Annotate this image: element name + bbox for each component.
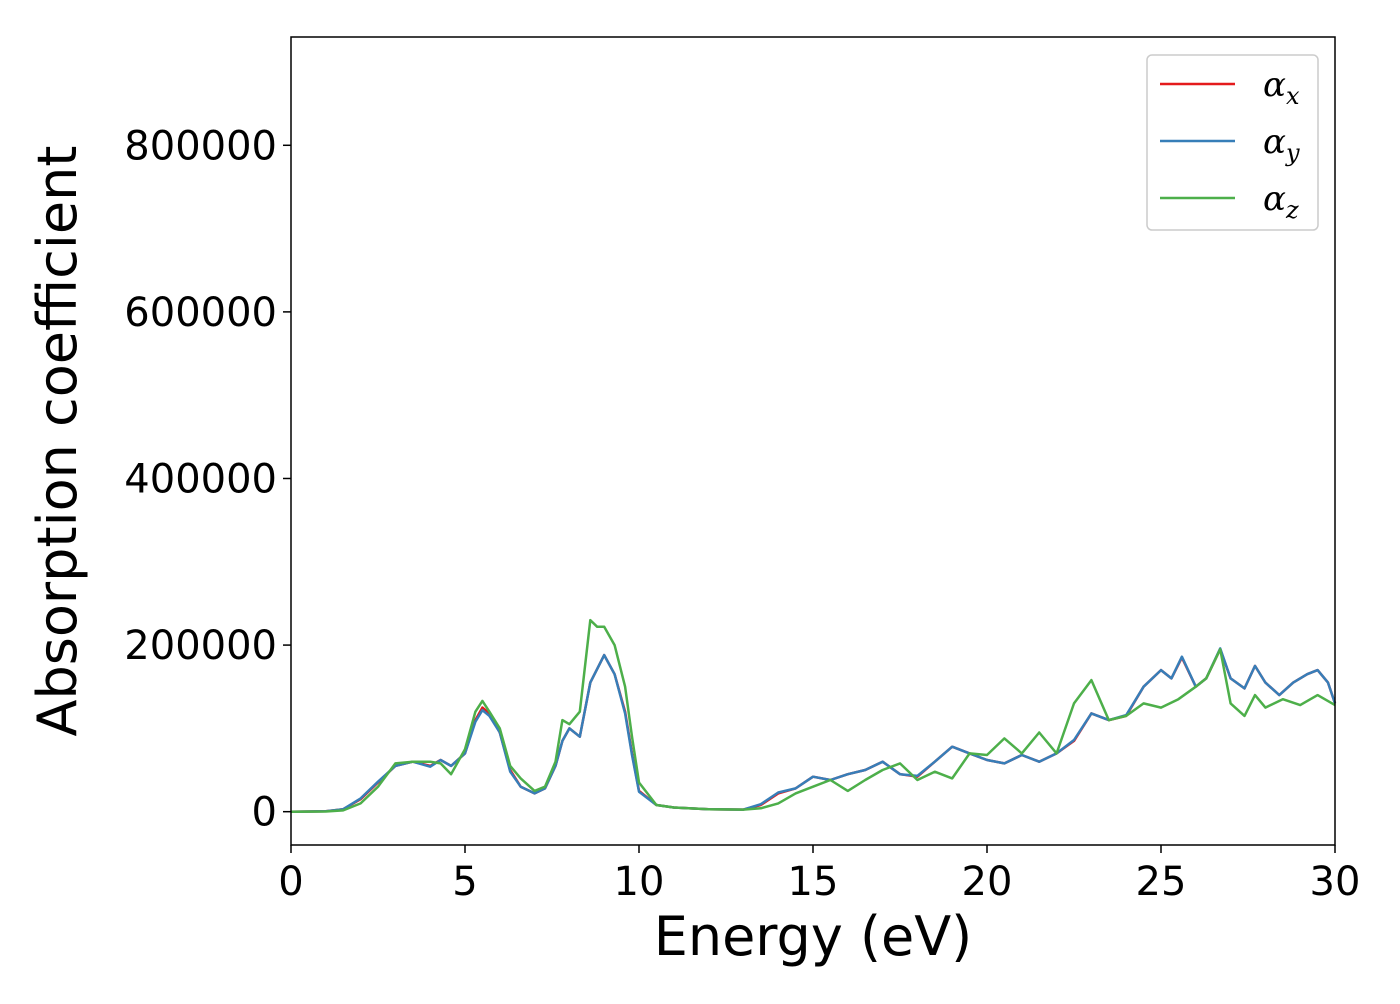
series-line-z [290, 618, 1336, 813]
y-tick-label: 400000 [124, 456, 277, 502]
x-axis-title: Energy (eV) [654, 905, 973, 968]
legend-label-z: αz [1263, 179, 1299, 224]
x-tick-label: 15 [788, 859, 839, 905]
legend: αx αy αz [1146, 54, 1319, 231]
x-tick-label: 25 [1136, 859, 1187, 905]
x-tick-label: 10 [614, 859, 665, 905]
x-tick-label: 30 [1310, 859, 1361, 905]
tick-layer: 0 5 10 15 20 25 30 0 200000 400000 600000 800000 [124, 123, 1360, 905]
y-tick-label: 800000 [124, 123, 277, 169]
x-tick-label: 0 [278, 859, 303, 905]
y-axis-title: Absorption coefficient [26, 146, 89, 737]
y-tick-label: 200000 [124, 623, 277, 669]
series-layer [290, 618, 1337, 813]
legend-box [1146, 54, 1319, 231]
legend-label-y: αy [1263, 122, 1300, 167]
x-tick-label: 20 [962, 859, 1013, 905]
x-tick-label: 5 [452, 859, 477, 905]
legend-label-x: αx [1263, 65, 1300, 110]
y-tick-label: 0 [252, 790, 277, 836]
y-tick-label: 600000 [124, 290, 277, 336]
